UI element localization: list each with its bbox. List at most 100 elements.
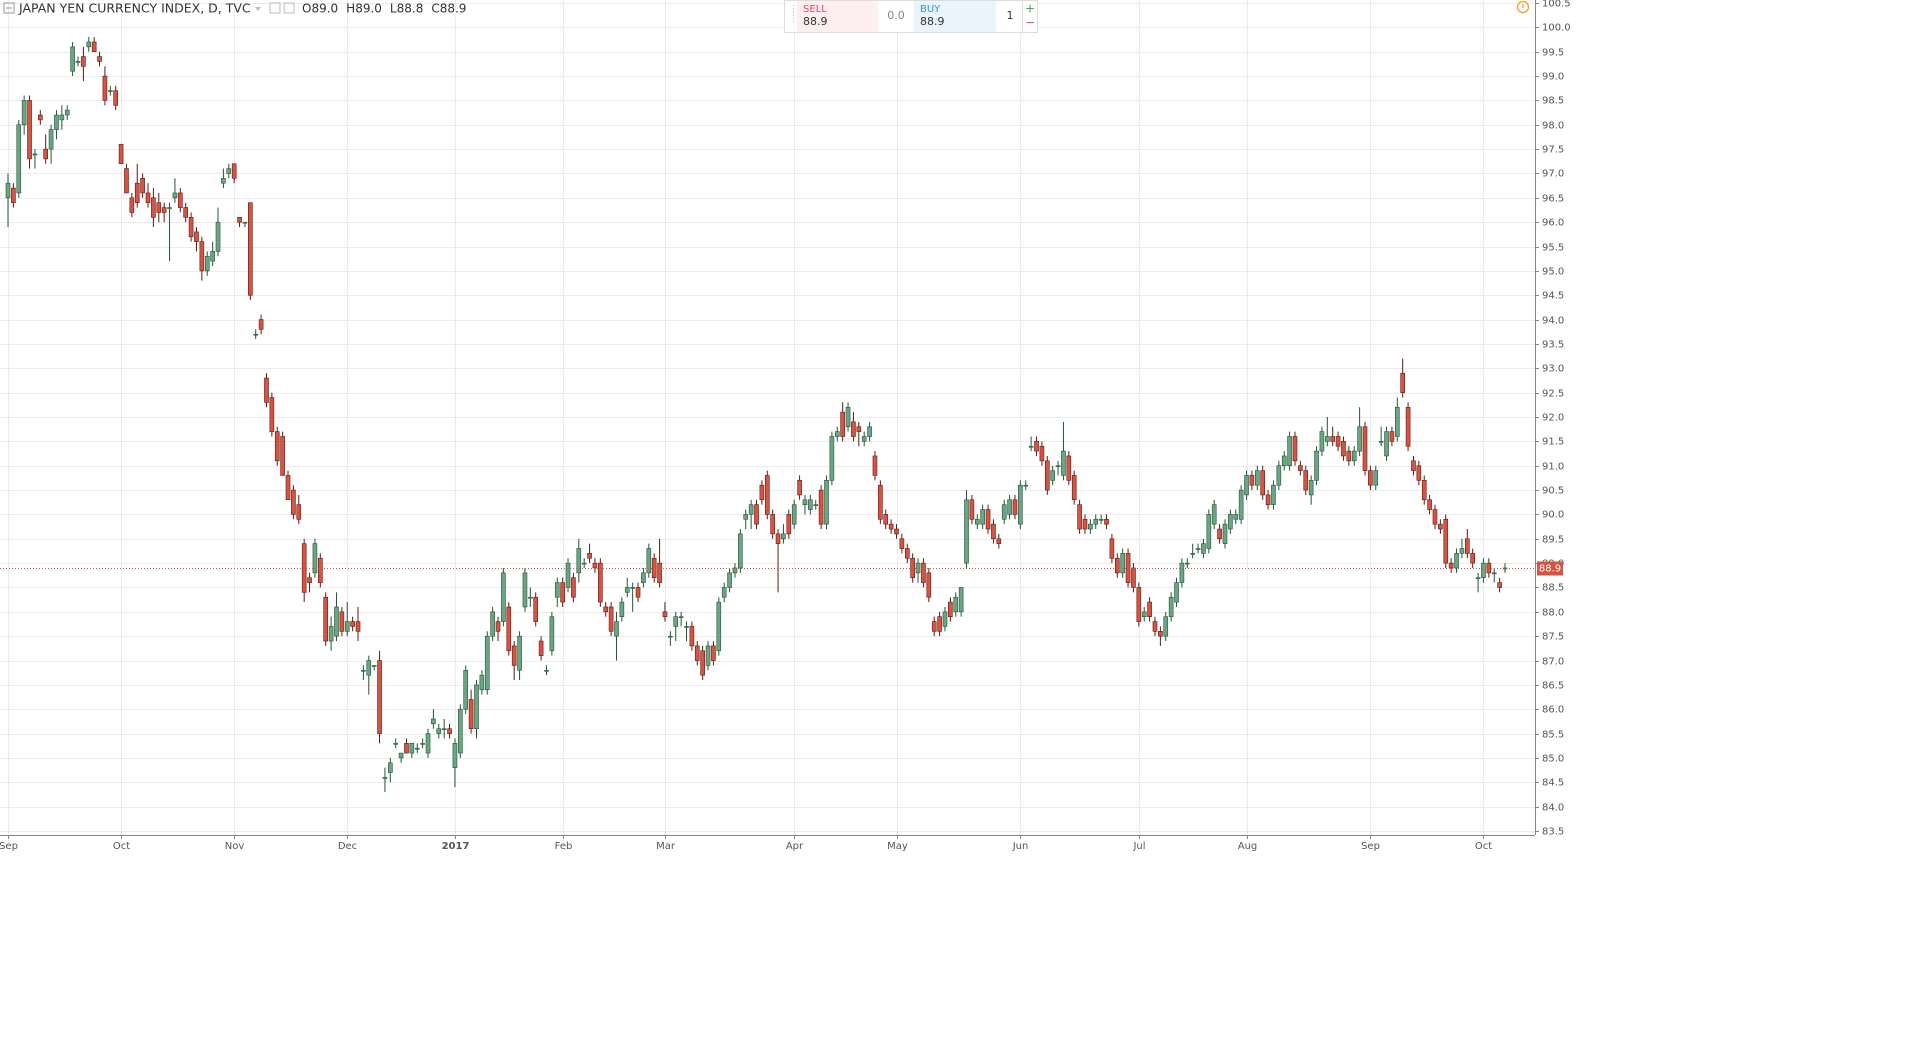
y-tick-label: 84.0 xyxy=(1542,803,1564,814)
candle xyxy=(662,602,668,622)
candle-body xyxy=(307,577,312,583)
candle-body xyxy=(700,650,705,676)
buy-label: BUY xyxy=(920,4,941,15)
candle xyxy=(269,392,275,437)
candle xyxy=(307,572,312,593)
ohlc-value: L88.8 xyxy=(390,2,423,16)
candle-body xyxy=(1098,518,1104,521)
alert-icon[interactable] xyxy=(1516,0,1530,14)
y-tick-label: 83.5 xyxy=(1542,827,1564,838)
candle-body xyxy=(587,553,592,559)
increase-button[interactable]: + xyxy=(1025,2,1035,16)
candle xyxy=(969,494,975,525)
candle-body xyxy=(237,217,242,223)
candle-body xyxy=(1034,441,1039,452)
candle xyxy=(377,650,382,744)
candle xyxy=(1459,538,1465,559)
candle xyxy=(738,529,743,573)
candle-body xyxy=(894,528,899,535)
y-tick-label: 95.5 xyxy=(1542,243,1564,254)
candle-body xyxy=(1206,514,1212,549)
candle xyxy=(1416,460,1422,486)
candle xyxy=(614,611,619,661)
settings-icon[interactable] xyxy=(269,2,281,14)
candle-body xyxy=(1405,406,1411,447)
collapse-icon[interactable] xyxy=(3,2,15,14)
candle xyxy=(603,602,609,617)
candle xyxy=(129,192,135,218)
candle-body xyxy=(404,743,409,754)
buy-button[interactable] xyxy=(914,1,996,32)
candle-body xyxy=(985,509,991,530)
candle-body xyxy=(194,231,199,242)
candle xyxy=(501,567,506,627)
candle-body xyxy=(1260,470,1265,496)
candle-body xyxy=(738,533,743,569)
candle-body xyxy=(727,572,732,588)
candle xyxy=(1303,465,1309,495)
candle-body xyxy=(183,207,189,218)
candle-body xyxy=(571,577,576,598)
candle-body xyxy=(221,178,226,184)
sell-button[interactable] xyxy=(797,1,878,32)
candle xyxy=(38,110,43,125)
candle xyxy=(770,509,775,539)
candle-body xyxy=(969,499,975,520)
candle-body xyxy=(1168,596,1174,617)
candle-body xyxy=(118,143,124,165)
candle xyxy=(231,163,237,184)
candle-body xyxy=(140,178,145,194)
candle-body xyxy=(1001,504,1007,520)
candle xyxy=(716,597,722,656)
candle xyxy=(910,553,915,583)
candle xyxy=(641,567,646,588)
candle-body xyxy=(1395,406,1400,437)
y-tick-label: 89.5 xyxy=(1542,535,1564,546)
candle-body xyxy=(1421,480,1427,501)
candle-body xyxy=(662,611,668,617)
candle-body xyxy=(641,572,646,583)
candle-body xyxy=(463,669,469,710)
candle xyxy=(1066,451,1072,486)
candle-body xyxy=(215,221,221,252)
y-tick-label: 88.0 xyxy=(1542,608,1564,619)
candle-body xyxy=(371,665,377,667)
sell-price: 88.9 xyxy=(803,15,828,28)
candle xyxy=(1055,460,1061,476)
candle xyxy=(253,329,259,340)
candle-body xyxy=(592,562,598,569)
hide-icon[interactable] xyxy=(283,2,295,14)
candle xyxy=(11,183,16,208)
candle xyxy=(1131,563,1136,593)
y-tick-label: 90.0 xyxy=(1542,510,1564,521)
candle xyxy=(1395,397,1400,442)
decrease-button[interactable]: − xyxy=(1025,16,1035,30)
candle xyxy=(452,738,458,788)
candle xyxy=(538,636,544,661)
candle-body xyxy=(1459,548,1465,554)
candle xyxy=(21,95,27,135)
candle xyxy=(382,767,388,793)
candle xyxy=(420,738,425,749)
candle xyxy=(560,577,565,607)
candle xyxy=(953,592,959,617)
candle xyxy=(1201,538,1206,559)
candle xyxy=(571,572,576,603)
candle xyxy=(1184,558,1190,568)
dropdown-arrow[interactable] xyxy=(255,7,261,11)
candle-body xyxy=(393,743,399,745)
candle xyxy=(199,236,205,281)
y-tick-label: 97.5 xyxy=(1542,145,1564,156)
candle-body xyxy=(1368,470,1373,486)
candle-body xyxy=(27,100,32,160)
candle-body xyxy=(1335,436,1341,447)
candle xyxy=(32,149,38,169)
x-tick-label: Oct xyxy=(113,841,130,852)
quantity[interactable]: 1 xyxy=(1007,9,1014,22)
candle xyxy=(1362,421,1368,476)
candle xyxy=(926,567,932,603)
candle-body xyxy=(560,582,565,603)
candle xyxy=(522,567,528,612)
candle-body xyxy=(506,606,512,652)
candle xyxy=(996,533,1002,549)
